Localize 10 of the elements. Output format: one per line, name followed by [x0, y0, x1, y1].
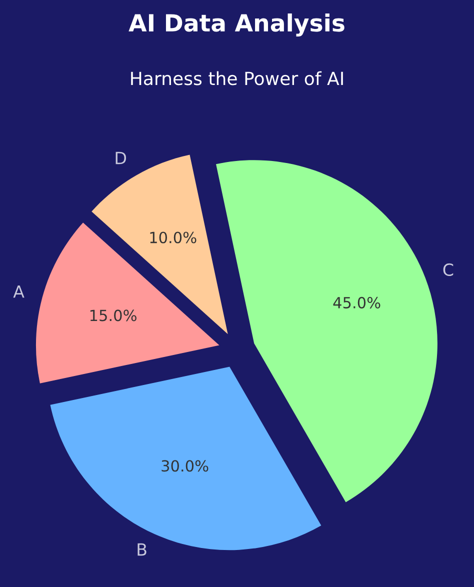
slice-label: D [116, 152, 126, 164]
data-label: 10.0% [150, 232, 196, 244]
slice-label: A [13, 286, 24, 298]
chart-subtitle: Harness the Power of AI [131, 71, 343, 86]
data-label: 30.0% [162, 460, 208, 472]
data-label: 15.0% [90, 310, 136, 322]
slice-label: C [443, 263, 454, 276]
slice-label: B [138, 543, 146, 556]
chart-title: AI Data Analysis [128, 13, 344, 37]
data-label: 45.0% [333, 296, 380, 308]
